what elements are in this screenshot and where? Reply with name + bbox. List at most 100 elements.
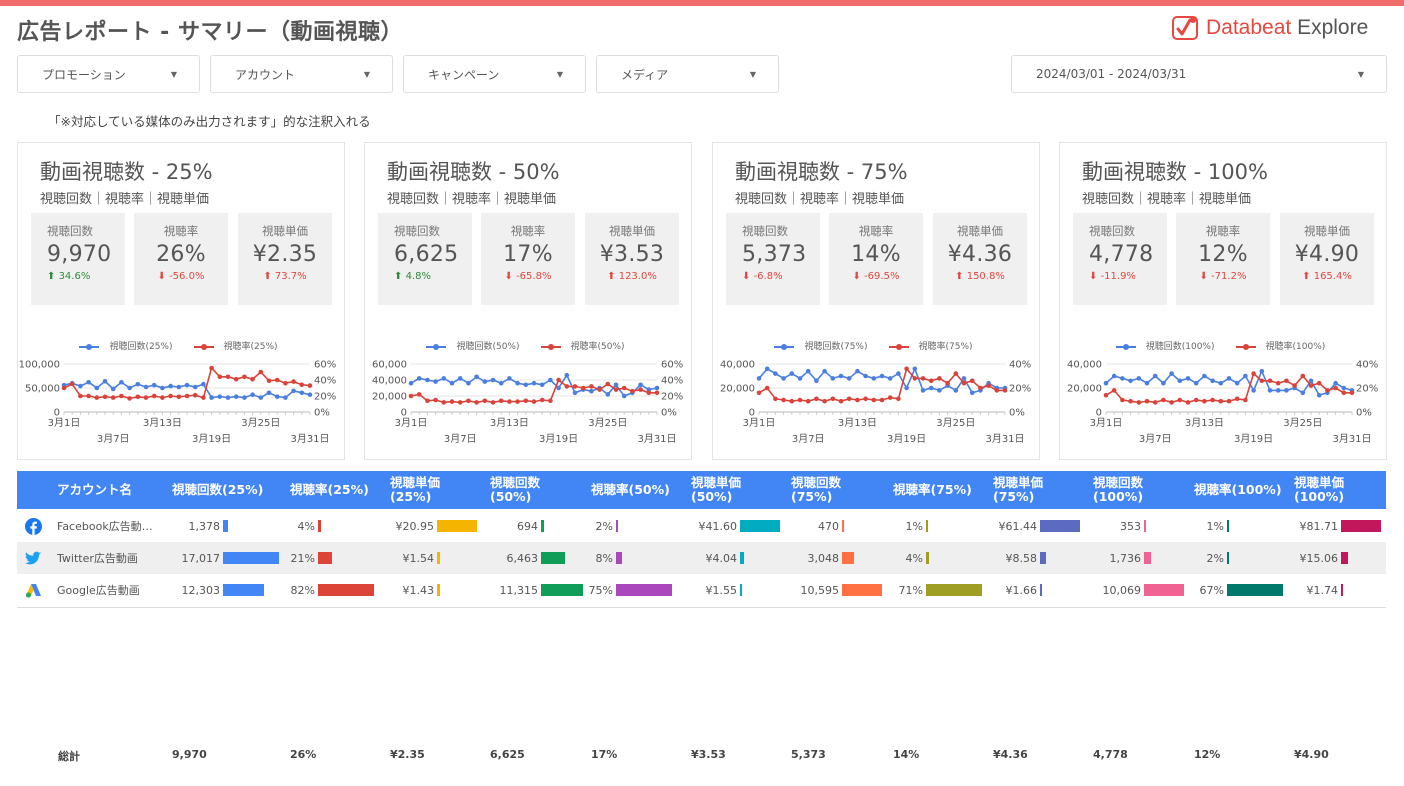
data-point <box>879 397 885 403</box>
metric-value: 4% <box>297 519 315 533</box>
legend-item: 視聴回数(75%) <box>774 342 874 352</box>
data-point <box>1169 371 1174 376</box>
kpi-card: 視聴率 17% ⬇ -65.8% <box>481 213 575 305</box>
metric-cell: ¥15.06 <box>1294 542 1349 574</box>
data-point <box>961 380 967 386</box>
column-header[interactable]: 視聴率(100%) <box>1194 482 1282 497</box>
account-name: Google広告動画 <box>57 584 140 597</box>
kpi-delta: ⬇ -71.2% <box>1176 271 1270 282</box>
series-line <box>758 366 1005 394</box>
data-point <box>789 398 795 404</box>
data-point <box>928 385 934 391</box>
metric-value: 17,017 <box>181 551 221 565</box>
total-value: 12% <box>1194 748 1221 761</box>
kpi-card: 視聴率 26% ⬇ -56.0% <box>134 213 228 305</box>
y-left-tick: 0 <box>54 408 60 419</box>
kpi-delta-value: -56.0% <box>169 271 205 282</box>
filter-promotion[interactable]: プロモーション ▼ <box>17 55 200 93</box>
data-point <box>1284 378 1289 384</box>
x-tick-label: 3月31日 <box>637 433 676 445</box>
data-point <box>564 372 570 378</box>
metric-value: 10,595 <box>800 583 840 597</box>
column-header[interactable]: 視聴率(50%) <box>591 482 670 497</box>
y-right-tick: 60% <box>314 360 336 371</box>
y-right-tick: 40% <box>1009 360 1031 371</box>
metric-value: ¥81.71 <box>1299 519 1339 533</box>
data-point <box>1226 398 1232 404</box>
twitter-icon <box>25 550 42 567</box>
metric-value: ¥61.44 <box>998 519 1038 533</box>
metric-bar <box>437 520 477 532</box>
column-header[interactable]: 視聴単価 (25%) <box>390 475 441 504</box>
column-header[interactable]: 視聴単価 (50%) <box>691 475 742 504</box>
data-point <box>638 382 643 388</box>
legend-label: 視聴回数(50%) <box>456 342 520 352</box>
metric-bar <box>1341 552 1349 564</box>
chart-legend: 視聴回数(25%) 視聴率(25%) <box>18 339 346 352</box>
legend-item: 視聴回数(100%) <box>1115 342 1222 352</box>
data-point <box>838 373 844 379</box>
column-header[interactable]: 視聴率(25%) <box>290 482 369 497</box>
kpi-label: 視聴率 <box>858 224 894 238</box>
data-point <box>1128 398 1133 404</box>
metric-cell: 2% <box>583 510 618 542</box>
table-row[interactable]: Facebook広告動… 1,378 4% ¥20.95 694 2% ¥41.60 470 1… <box>17 510 1386 542</box>
column-header[interactable]: 視聴単価 (75%) <box>993 475 1044 504</box>
kpi-label: 視聴回数 <box>742 224 788 238</box>
data-point <box>621 393 627 399</box>
annotation-note: 「※対応している媒体のみ出力されます」的な注釈入れる <box>48 114 371 129</box>
data-point <box>1259 368 1265 374</box>
data-point <box>184 393 190 399</box>
column-header[interactable]: 視聴単価 (100%) <box>1294 475 1345 504</box>
legend-item: 視聴回数(50%) <box>426 342 526 352</box>
table-row[interactable]: Twitter広告動画 17,017 21% ¥1.54 6,463 8% ¥4.04 3,0… <box>17 542 1386 574</box>
table-row[interactable]: Google広告動画 12,303 82% ¥1.43 11,315 75% ¥1.55 10… <box>17 574 1386 606</box>
data-point <box>266 378 272 384</box>
column-header[interactable]: アカウント名 <box>57 482 133 497</box>
data-point <box>838 398 844 404</box>
metric-value: 21% <box>290 551 315 565</box>
column-header[interactable]: 視聴回数(25%) <box>172 482 264 497</box>
data-point <box>86 393 91 399</box>
data-point <box>69 381 75 387</box>
filter-account[interactable]: アカウント ▼ <box>210 55 393 93</box>
x-tick-label: 3月25日 <box>588 417 627 429</box>
data-point <box>102 394 108 400</box>
data-point <box>274 394 280 399</box>
data-point <box>168 383 173 389</box>
line-chart: 40,000 20,000 0 40% 20% 0% 3月1日 3月13日 3月25日 3月7日 3… <box>720 360 1031 446</box>
data-point <box>201 381 206 387</box>
metric-cell: 1,378 <box>172 510 228 542</box>
data-point <box>1333 385 1338 391</box>
legend-line-icon <box>193 343 214 350</box>
data-point <box>498 380 504 386</box>
metric-value: ¥15.06 <box>1299 551 1339 565</box>
data-point <box>1275 380 1281 386</box>
metric-cell: ¥20.95 <box>390 510 477 542</box>
data-point <box>266 390 272 396</box>
data-point <box>1202 398 1207 404</box>
metric-bar <box>437 552 440 564</box>
data-point <box>805 368 811 374</box>
column-header[interactable]: 視聴回数 (100%) <box>1093 475 1144 504</box>
data-point <box>307 392 313 398</box>
filter-campaign[interactable]: キャンペーン ▼ <box>403 55 586 93</box>
kpi-label: 視聴単価 <box>1304 224 1350 238</box>
column-header[interactable]: 視聴回数 (50%) <box>490 475 541 504</box>
filter-media[interactable]: メディア ▼ <box>596 55 779 93</box>
data-point <box>1284 388 1289 393</box>
total-value: ¥4.90 <box>1294 748 1329 761</box>
kpi-delta-value: -6.8% <box>753 271 783 282</box>
data-point <box>621 385 627 391</box>
kpi-label: 視聴単価 <box>609 224 655 238</box>
data-point <box>605 392 611 397</box>
column-header[interactable]: 視聴回数 (75%) <box>791 475 842 504</box>
panel-title: 動画視聴数 - 25% <box>40 160 213 184</box>
arrow-down-icon: ⬇ <box>742 271 754 282</box>
data-point <box>539 382 545 388</box>
data-point <box>937 376 942 381</box>
filter-media-label: メディア <box>621 67 669 82</box>
date-range-picker[interactable]: 2024/03/01 - 2024/03/31 ▼ <box>1011 55 1387 93</box>
panel-subtitle: 視聴回数｜視聴率｜視聴単価 <box>387 192 557 207</box>
column-header[interactable]: 視聴率(75%) <box>893 482 972 497</box>
